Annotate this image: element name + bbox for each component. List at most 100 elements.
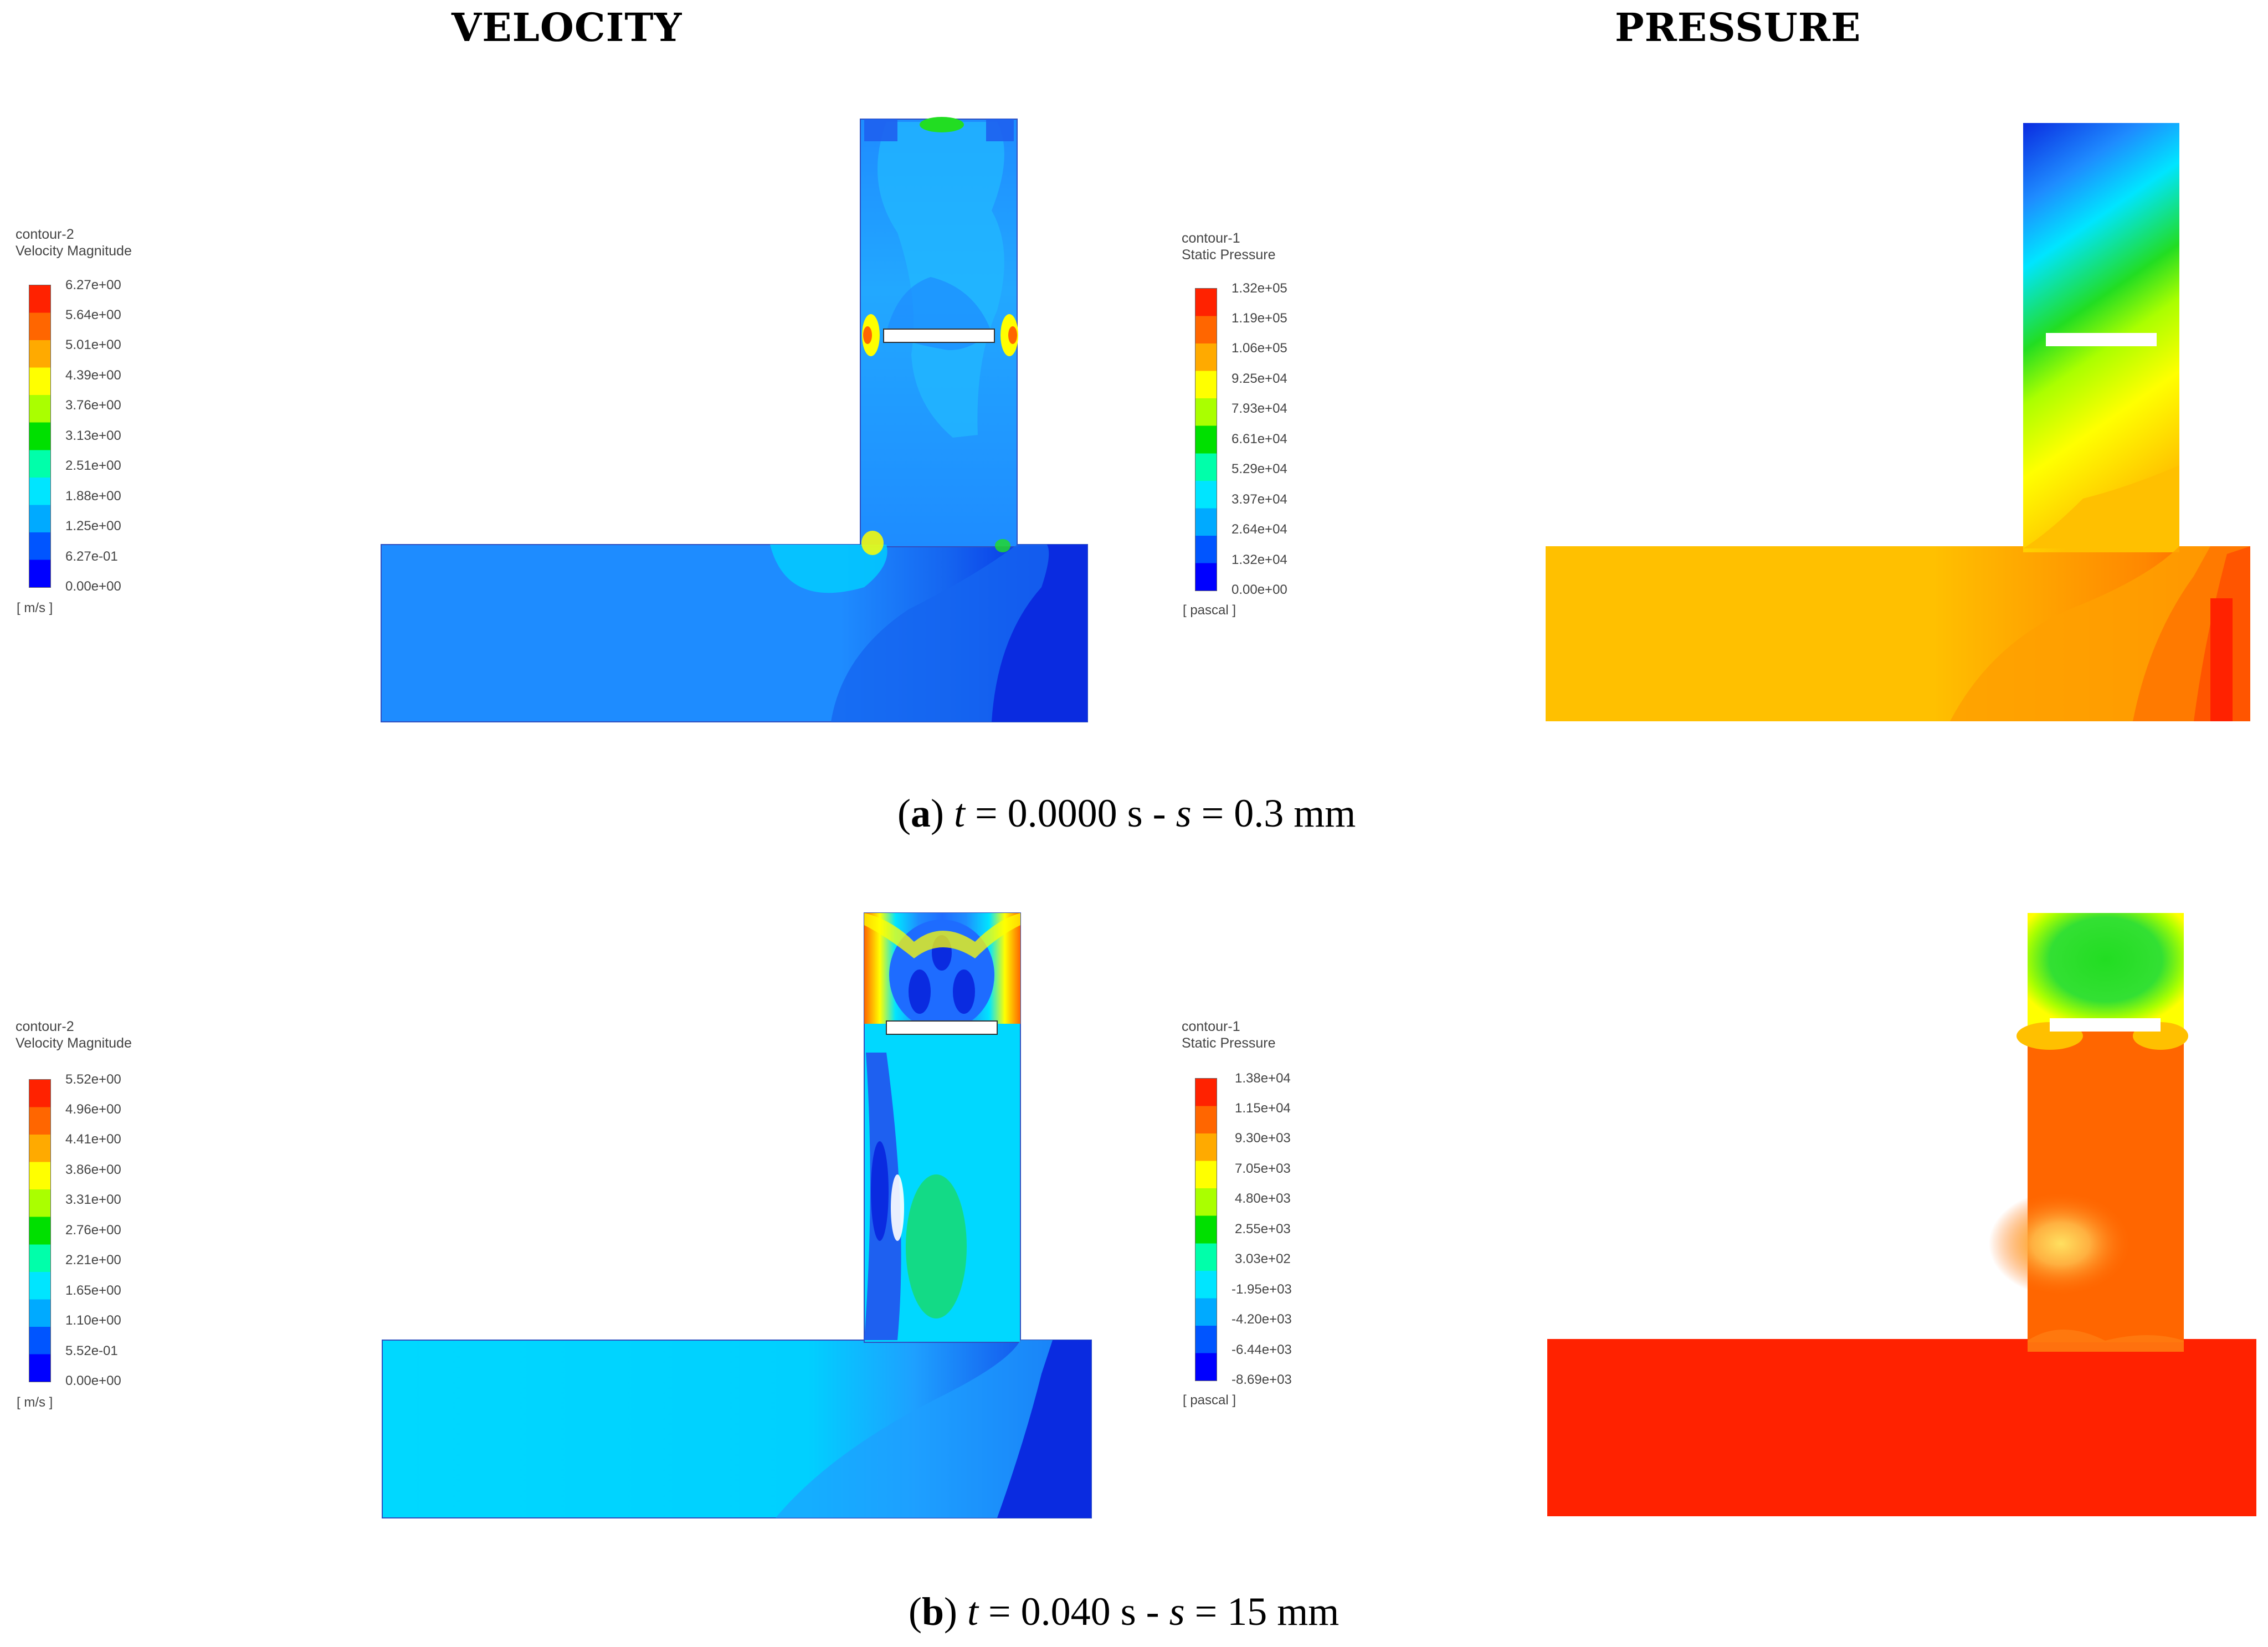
tick-label: 1.32e+04 [1232, 552, 1287, 567]
velocity-region [920, 117, 964, 132]
tick-label: 2.51e+00 [65, 458, 121, 473]
velocity-region [891, 1174, 904, 1241]
velocity-region [861, 531, 884, 555]
pressure-header: PRESSURE [1615, 4, 1861, 50]
pressure-contour-a [1546, 123, 2250, 721]
velocity-legend-a: contour-2 Velocity Magnitude [16, 226, 132, 259]
tick-label: 0.00e+00 [65, 579, 121, 594]
legend-name: contour-2 [16, 227, 74, 242]
pressure-contour-b [1547, 913, 2256, 1516]
velocity-header: VELOCITY [451, 4, 683, 50]
caption-s-label: s [1176, 791, 1192, 835]
velocity-region [878, 122, 1004, 438]
velocity-region [906, 1174, 967, 1318]
pressure-legend-b: contour-1 Static Pressure [1182, 1018, 1276, 1051]
caption-t-value: = 0.0000 s - [964, 791, 1176, 835]
tick-label: 7.05e+03 [1235, 1161, 1291, 1176]
tick-label: 1.65e+00 [65, 1283, 121, 1298]
velocity-contour-a [381, 117, 1088, 722]
tick-label: -4.20e+03 [1232, 1312, 1292, 1327]
legend-name: contour-1 [1182, 1019, 1240, 1034]
tick-label: 9.30e+03 [1235, 1131, 1291, 1146]
tick-label: 4.41e+00 [65, 1132, 121, 1147]
tick-label: 1.19e+05 [1232, 311, 1287, 326]
legend-unit: [ m/s ] [17, 1395, 53, 1410]
colorbar [29, 285, 51, 588]
legend-name: contour-1 [1182, 230, 1240, 246]
legend-name: contour-2 [16, 1019, 74, 1034]
tick-label: 1.32e+05 [1232, 281, 1287, 296]
caption-t-value: = 0.040 s - [978, 1589, 1169, 1634]
velocity-contour-b [382, 912, 1092, 1518]
tick-label: 7.93e+04 [1232, 401, 1287, 416]
obstacle [2046, 333, 2157, 346]
caption-letter: b [921, 1589, 945, 1634]
caption-t-label: t [967, 1589, 979, 1634]
tick-label: 1.88e+00 [65, 489, 121, 504]
caption-s-value: = 15 mm [1184, 1589, 1340, 1634]
tick-label: 1.15e+04 [1235, 1101, 1291, 1116]
tick-label: 1.06e+05 [1232, 341, 1287, 356]
velocity-region [770, 545, 887, 593]
tick-label: 3.97e+04 [1232, 492, 1287, 507]
velocity-region [871, 1141, 889, 1241]
tick-label: 5.64e+00 [65, 307, 121, 322]
caption-b: (b) t = 0.040 s - s = 15 mm [909, 1589, 1340, 1634]
tick-label: -6.44e+03 [1232, 1342, 1292, 1357]
legend-variable: Velocity Magnitude [16, 1035, 132, 1051]
tick-label: 3.31e+00 [65, 1192, 121, 1207]
pressure-region [2028, 913, 2184, 1029]
tick-label: 4.39e+00 [65, 368, 121, 383]
velocity-region [992, 545, 1087, 722]
tick-label: 3.86e+00 [65, 1162, 121, 1177]
tick-label: 3.76e+00 [65, 398, 121, 413]
velocity-region [776, 1340, 1091, 1518]
obstacle [886, 1020, 998, 1035]
pressure-domain-bottom [1547, 1339, 2256, 1516]
tick-label: 3.13e+00 [65, 428, 121, 443]
pressure-region [1989, 1191, 2133, 1296]
tick-label: 4.80e+03 [1235, 1191, 1291, 1206]
velocity-region [864, 119, 897, 141]
tick-label: 1.25e+00 [65, 519, 121, 533]
obstacle [883, 329, 995, 343]
colorbar [29, 1079, 51, 1382]
velocity-region [863, 326, 872, 344]
legend-unit: [ pascal ] [1183, 603, 1236, 618]
tick-label: -1.95e+03 [1232, 1282, 1292, 1297]
pressure-region [2210, 598, 2233, 721]
caption-t-label: t [953, 791, 965, 835]
legend-variable: Static Pressure [1182, 247, 1276, 263]
tick-label: 1.38e+04 [1235, 1071, 1291, 1086]
tick-label: 2.64e+04 [1232, 522, 1287, 537]
velocity-region [909, 969, 931, 1014]
tick-label: 0.00e+00 [65, 1373, 121, 1388]
tick-label: 5.52e+00 [65, 1072, 121, 1087]
legend-unit: [ pascal ] [1183, 1393, 1236, 1408]
tick-label: 5.29e+04 [1232, 461, 1287, 476]
caption-s-label: s [1169, 1589, 1185, 1634]
tick-label: 9.25e+04 [1232, 371, 1287, 386]
velocity-legend-b: contour-2 Velocity Magnitude [16, 1018, 132, 1051]
tick-label: 6.27e-01 [65, 549, 118, 564]
velocity-region [997, 1340, 1091, 1518]
tick-label: 4.96e+00 [65, 1102, 121, 1117]
caption-a: (a) t = 0.0000 s - s = 0.3 mm [897, 791, 1356, 835]
pressure-legend-a: contour-1 Static Pressure [1182, 230, 1276, 263]
legend-variable: Velocity Magnitude [16, 243, 132, 259]
tick-label: 6.27e+00 [65, 278, 121, 293]
velocity-region [1008, 326, 1017, 344]
tick-label: 2.76e+00 [65, 1223, 121, 1238]
caption-s-value: = 0.3 mm [1191, 791, 1356, 835]
tick-label: -8.69e+03 [1232, 1372, 1292, 1387]
legend-unit: [ m/s ] [17, 601, 53, 615]
pressure-region [2023, 465, 2179, 548]
velocity-region [864, 913, 1020, 958]
colorbar [1195, 288, 1217, 591]
velocity-region [986, 119, 1014, 141]
tick-label: 0.00e+00 [1232, 582, 1287, 597]
tick-label: 6.61e+04 [1232, 432, 1287, 447]
pressure-region [2028, 1330, 2184, 1352]
colorbar [1195, 1078, 1217, 1381]
velocity-region [953, 969, 975, 1014]
